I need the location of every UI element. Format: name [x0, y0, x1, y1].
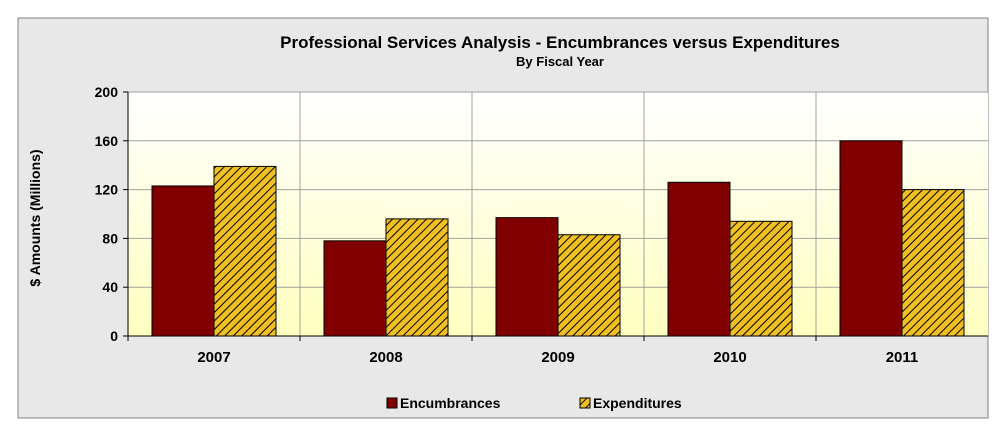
x-tick-label: 2007 — [197, 349, 230, 366]
bar-encumbrances-2011 — [840, 141, 902, 336]
x-tick-label: 2010 — [713, 349, 746, 366]
x-tick-label: 2011 — [886, 349, 919, 366]
y-tick-label: 200 — [95, 84, 119, 100]
x-tick-label: 2008 — [369, 349, 402, 366]
y-tick-label: 0 — [110, 328, 118, 344]
y-axis-label: $ Amounts (Millions) — [27, 149, 43, 286]
y-tick-label: 40 — [102, 279, 118, 295]
bar-expenditures-2007 — [214, 166, 276, 336]
legend-swatch-expenditures — [580, 398, 590, 408]
legend-swatch-encumbrances — [387, 398, 397, 408]
legend-label-encumbrances: Encumbrances — [400, 395, 501, 411]
bar-expenditures-2008 — [386, 219, 448, 336]
bar-expenditures-2010 — [730, 221, 792, 336]
y-tick-label: 120 — [95, 182, 119, 198]
bar-expenditures-2009 — [558, 235, 620, 336]
bar-encumbrances-2007 — [152, 186, 214, 336]
x-tick-label: 2009 — [541, 349, 574, 366]
y-tick-label: 160 — [95, 133, 119, 149]
bar-encumbrances-2009 — [496, 218, 558, 336]
legend-label-expenditures: Expenditures — [593, 395, 682, 411]
bar-encumbrances-2010 — [668, 182, 730, 336]
chart-title: Professional Services Analysis - Encumbr… — [280, 33, 840, 52]
y-tick-label: 80 — [102, 230, 118, 246]
bar-expenditures-2011 — [902, 190, 964, 336]
bar-encumbrances-2008 — [324, 241, 386, 336]
chart-subtitle: By Fiscal Year — [516, 54, 604, 69]
